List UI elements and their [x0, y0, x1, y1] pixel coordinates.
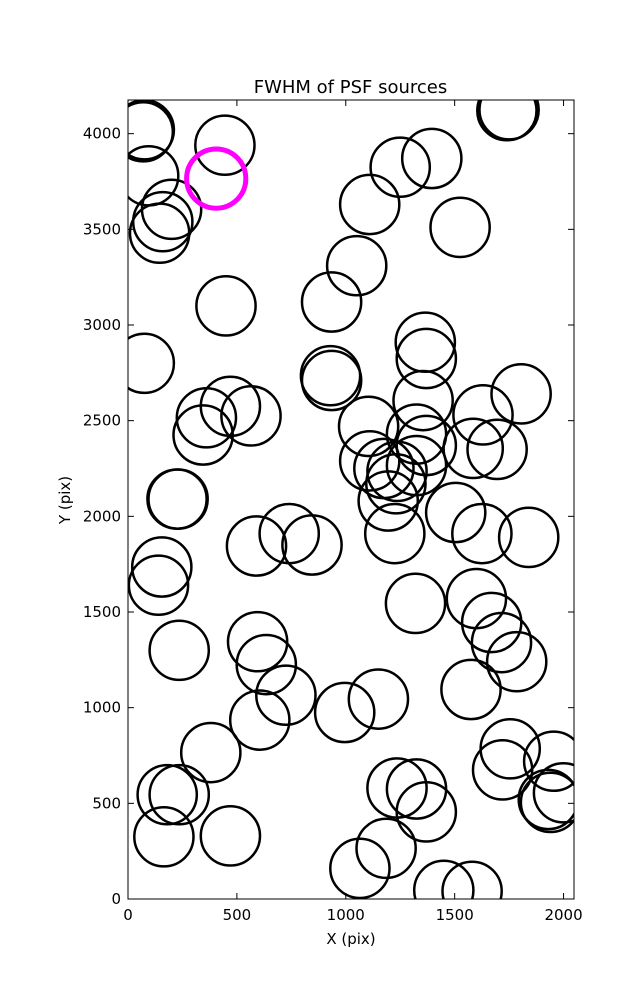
- x-tick-label: 500: [223, 906, 252, 924]
- x-tick-label: 0: [123, 906, 133, 924]
- psf-source-point: [128, 554, 190, 617]
- psf-source-point: [338, 173, 401, 236]
- y-tick-label: 0: [111, 890, 121, 908]
- psf-source-point: [313, 681, 376, 744]
- psf-source-point: [148, 619, 211, 682]
- psf-source-point: [470, 611, 533, 674]
- psf-source-point: [130, 536, 193, 598]
- psf-source-point: [347, 668, 410, 730]
- psf-source-point: [258, 502, 321, 565]
- psf-source-point: [400, 127, 463, 190]
- psf-source-point: [194, 114, 256, 177]
- psf-source-point: [281, 514, 343, 576]
- psf-source-point: [235, 633, 298, 696]
- y-tick-label: 3500: [83, 220, 121, 238]
- psf-source-point: [479, 717, 542, 780]
- psf-source-point: [471, 739, 534, 801]
- highlighted-source-point: [184, 146, 249, 211]
- psf-source-point: [128, 144, 180, 207]
- psf-source-point: [355, 817, 417, 880]
- psf-source-point: [128, 100, 175, 163]
- x-tick-label: 2000: [544, 906, 582, 924]
- psf-source-point: [353, 437, 415, 500]
- psf-source-point: [133, 805, 195, 868]
- psf-source-point: [136, 763, 199, 826]
- psf-source-point: [179, 721, 242, 784]
- psf-source-point: [199, 805, 262, 867]
- psf-source-point: [228, 689, 291, 751]
- psf-source-point: [466, 418, 528, 481]
- psf-source-point: [225, 515, 288, 577]
- y-tick-label: 3000: [83, 316, 121, 334]
- psf-source-point: [385, 434, 448, 497]
- psf-source-point: [517, 768, 574, 831]
- psf-source-point: [497, 506, 560, 569]
- psf-source-point: [519, 771, 574, 834]
- psf-source-point: [532, 761, 574, 824]
- x-axis-label: X (pix): [326, 930, 375, 948]
- y-tick-label: 1000: [83, 699, 121, 717]
- y-tick-label: 4000: [83, 125, 121, 143]
- psf-source-point: [392, 369, 454, 432]
- psf-source-point: [226, 610, 289, 673]
- psf-source-point: [424, 481, 487, 544]
- psf-source-point: [441, 860, 503, 899]
- psf-source-point: [395, 781, 458, 843]
- psf-source-point: [300, 271, 363, 333]
- psf-source-point: [357, 470, 420, 532]
- psf-source-point: [195, 275, 257, 337]
- psf-source-point: [365, 452, 427, 515]
- psf-source-point: [363, 502, 426, 565]
- y-tick-label: 2500: [83, 412, 121, 430]
- psf-source-point: [337, 395, 400, 458]
- psf-source-point: [128, 332, 176, 395]
- x-tick-label: 1500: [436, 906, 474, 924]
- psf-source-point: [395, 327, 458, 390]
- psf-source-point: [429, 196, 491, 259]
- psf-source-point: [490, 363, 552, 425]
- psf-source-point: [146, 468, 208, 530]
- x-tick-label: 1000: [327, 906, 365, 924]
- psf-source-point: [338, 430, 401, 492]
- y-axis-label: Y (pix): [56, 476, 74, 525]
- psf-source-point: [299, 344, 362, 407]
- psf-source-point: [128, 202, 191, 265]
- psf-source-point: [440, 658, 502, 721]
- psf-source-point: [329, 837, 391, 899]
- axis-ticks: 0 500 1000 1500 2000 0 500 1000 1500 2000 2500 3000…: [83, 100, 583, 924]
- psf-source-point: [460, 591, 523, 654]
- plot-area: [128, 100, 574, 899]
- psf-source-point: [452, 384, 514, 446]
- chart-title: FWHM of PSF sources: [254, 77, 448, 98]
- psf-source-point: [412, 859, 475, 899]
- plot-frame: [127, 99, 575, 900]
- psf-source-point: [369, 136, 432, 199]
- psf-source-point: [451, 502, 513, 565]
- psf-source-point: [384, 572, 447, 635]
- y-tick-label: 1500: [83, 603, 121, 621]
- psf-source-point: [148, 763, 211, 826]
- psf-source-point: [485, 630, 548, 693]
- psf-source-point: [442, 417, 505, 480]
- psf-source-point: [394, 311, 457, 374]
- y-tick-label: 500: [92, 794, 121, 812]
- psf-source-point: [522, 730, 574, 793]
- y-tick-label: 2000: [83, 507, 121, 525]
- psf-source-point: [476, 100, 538, 142]
- psf-source-point: [325, 234, 388, 297]
- psf-source-point: [175, 386, 238, 449]
- psf-source-point: [255, 664, 317, 727]
